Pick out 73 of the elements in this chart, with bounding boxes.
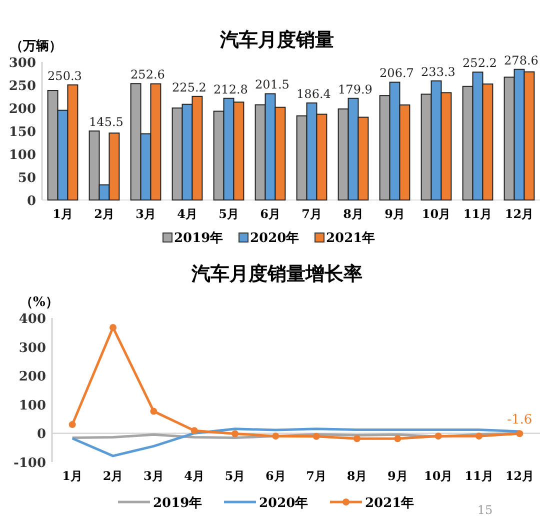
x-tick-label: 7月	[302, 207, 322, 221]
y-tick-label: 300	[18, 340, 46, 356]
point	[354, 435, 360, 442]
x-tick-label: 9月	[384, 207, 405, 221]
point	[394, 435, 402, 442]
y-tick-label: 250	[8, 79, 36, 94]
y-tick-label: 200	[18, 370, 46, 385]
data-label: 278.6	[504, 53, 538, 68]
data-label: -1.6	[507, 412, 532, 428]
x-tick-label: 2月	[102, 469, 124, 483]
x-tick-label: 1月	[62, 469, 83, 483]
point	[68, 421, 76, 428]
x-tick-label: 5月	[218, 207, 239, 221]
x-tick-label: 1月	[52, 207, 73, 221]
x-tick-label: 11月	[463, 207, 492, 221]
x-tick-label: 6月	[265, 469, 286, 483]
x-tick-label: 9月	[387, 469, 408, 483]
x-tick-label: 10月	[424, 469, 453, 483]
y-axis-title: （万辆）	[10, 39, 62, 54]
x-tick-label: 3月	[136, 207, 156, 221]
y-tick-label: 100	[18, 398, 46, 414]
x-tick-label: 3月	[143, 469, 164, 483]
legend-label: 2019年	[174, 231, 224, 246]
data-label: 186.4	[296, 86, 332, 101]
data-label: 201.5	[255, 78, 290, 92]
point	[272, 432, 280, 440]
x-tick-label: 8月	[343, 207, 364, 221]
data-label: 250.3	[48, 68, 82, 83]
point	[434, 432, 442, 440]
y-axis-title: （%）	[20, 295, 58, 310]
x-tick-label: 2月	[94, 207, 114, 221]
x-tick-label: 6月	[260, 207, 280, 221]
point	[476, 432, 482, 440]
x-tick-label: 4月	[177, 207, 198, 221]
chart-title: 汽车月度销量	[219, 29, 334, 51]
x-tick-label: 7月	[306, 469, 327, 483]
data-label: 212.8	[214, 82, 248, 96]
legend-label: 2021年	[365, 496, 414, 511]
data-label: 206.7	[380, 66, 414, 80]
data-label: 179.9	[338, 82, 372, 96]
y-tick-label: 400	[18, 312, 46, 327]
x-tick-label: 12月	[505, 469, 534, 483]
point	[232, 430, 238, 438]
x-tick-label: 4月	[184, 469, 205, 483]
y-tick-label: 0	[36, 427, 46, 442]
data-label: 225.2	[172, 80, 206, 94]
x-tick-label: 12月	[504, 207, 534, 221]
x-tick-label: 8月	[346, 469, 368, 483]
x-tick-label: 5月	[224, 469, 246, 483]
point	[516, 430, 524, 438]
data-label: 233.3	[421, 64, 456, 79]
y-tick-label: 300	[8, 56, 36, 71]
data-label: 252.6	[130, 68, 165, 82]
y-tick-label: 0	[26, 194, 36, 209]
x-tick-label: 11月	[464, 469, 494, 483]
point	[190, 427, 198, 434]
text: 15	[477, 503, 493, 517]
y-tick-label: 100	[8, 148, 36, 163]
legend-label: 2020年	[250, 231, 300, 246]
chart-title: 汽车月度销量增长率	[190, 263, 362, 285]
y-tick-label: 200	[8, 102, 36, 117]
legend-label: 2020年	[259, 496, 308, 511]
x-tick-label: 10月	[422, 207, 451, 221]
point	[312, 432, 320, 440]
point	[150, 408, 158, 415]
y-tick-label: 150	[8, 125, 36, 140]
legend-label: 2021年	[326, 231, 376, 246]
y-tick-label: 50	[18, 171, 36, 186]
y-tick-label: -100	[13, 456, 46, 471]
data-label: 145.5	[89, 115, 124, 129]
data-label: 252.2	[462, 56, 497, 70]
point	[110, 324, 116, 332]
legend-label: 2019年	[153, 496, 202, 511]
